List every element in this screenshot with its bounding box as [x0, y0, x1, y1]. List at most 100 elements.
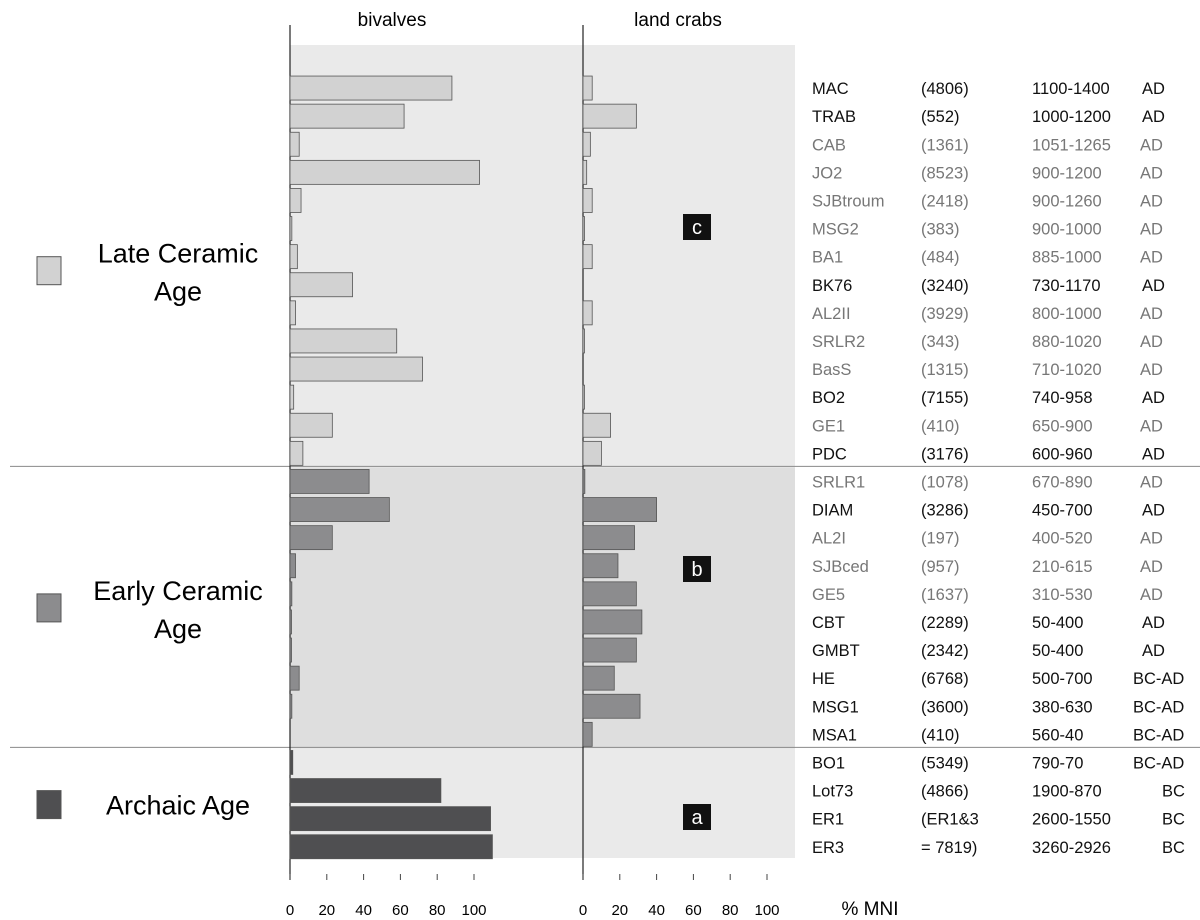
site-era: AD: [1142, 614, 1165, 632]
site-era: AD: [1142, 277, 1165, 295]
site-mni: (1315): [921, 361, 969, 379]
site-mni: (4806): [921, 80, 969, 98]
bar-bivalves-er1: [289, 806, 491, 832]
site-era: AD: [1140, 361, 1163, 379]
site-era: AD: [1140, 558, 1163, 576]
age-legend: Late Ceramic Age c Early Ceramic Age b Archaic…: [36, 214, 711, 830]
x-tick-label: 40: [648, 902, 665, 919]
site-name: AL2II: [812, 305, 851, 323]
site-mni: (ER1&3: [921, 811, 979, 829]
site-era: AD: [1140, 333, 1163, 351]
bar-bivalves-lot73: [289, 778, 442, 803]
legend-swatch: [36, 790, 62, 820]
bar-bivalves-cab: [289, 131, 300, 157]
site-date: 500-700: [1032, 670, 1093, 688]
bar-land-crabs-cbt: [582, 609, 643, 635]
site-date: 1100-1400: [1032, 80, 1110, 98]
site-name: BasS: [812, 361, 851, 379]
site-date: 1000-1200: [1032, 108, 1111, 126]
bar-land-crabs-bo2: [582, 384, 585, 410]
site-mni: (552): [921, 108, 960, 126]
bar-bivalves-ge5: [289, 581, 293, 607]
site-mni: (1361): [921, 136, 969, 154]
x-tick-label: 0: [286, 902, 294, 919]
site-mni: (957): [921, 558, 960, 576]
site-mni: (484): [921, 249, 960, 267]
age-label: Age: [154, 277, 202, 307]
site-name: GMBT: [812, 642, 860, 660]
site-date: 50-400: [1032, 614, 1083, 632]
site-name: SRLR2: [812, 333, 865, 351]
site-name: GE1: [812, 417, 845, 435]
bar-land-crabs-ba1: [582, 244, 593, 270]
site-date: 670-890: [1032, 473, 1093, 491]
site-era: AD: [1140, 530, 1163, 548]
bar-land-crabs-msg1: [582, 693, 641, 719]
bar-land-crabs-msg2: [582, 216, 585, 241]
bar-land-crabs-srlr2: [582, 328, 585, 354]
x-tick-label: 100: [754, 902, 779, 919]
age-label: Archaic Age: [106, 791, 250, 821]
bar-bivalves-diam: [289, 497, 390, 522]
axes: bivalves land crabs % MNI 0 20 40 60 80 100 0 2…: [286, 10, 899, 920]
site-date: 400-520: [1032, 530, 1093, 548]
site-name: MSG1: [812, 698, 859, 716]
legend-swatch: [36, 256, 62, 286]
site-name: BO1: [812, 754, 845, 772]
bar-bivalves-sjbced: [289, 553, 296, 579]
site-era: BC: [1162, 783, 1185, 801]
site-date: 790-70: [1032, 754, 1083, 772]
bar-land-crabs-ge5: [582, 581, 637, 607]
x-tick-label: 20: [611, 902, 628, 919]
site-era: AD: [1142, 445, 1165, 463]
site-mni: (5349): [921, 754, 969, 772]
site-date: 2600-1550: [1032, 811, 1111, 829]
site-mni: (410): [921, 417, 960, 435]
bar-bivalves-sjbtroum: [289, 188, 302, 213]
bar-bivalves-jo2: [289, 159, 480, 185]
x-axis-label: % MNI: [842, 899, 899, 920]
site-mni: (8523): [921, 164, 969, 182]
x-tick-label: 40: [355, 902, 372, 919]
site-name: PDC: [812, 445, 847, 463]
site-era: BC: [1162, 811, 1185, 829]
shaded-backgrounds: [10, 45, 1200, 858]
bar-land-crabs-sjbced: [582, 553, 619, 579]
site-name: MAC: [812, 80, 849, 98]
site-date: 900-1200: [1032, 164, 1102, 182]
site-date: 885-1000: [1032, 249, 1102, 267]
zone-letter-a: a: [691, 807, 703, 829]
site-date: 900-1260: [1032, 192, 1102, 210]
site-name: ER3: [812, 839, 844, 857]
site-era: BC-AD: [1133, 670, 1184, 688]
bar-bivalves-msg2: [289, 216, 293, 241]
site-mni: (3929): [921, 305, 969, 323]
legend-swatch: [36, 593, 62, 623]
bar-land-crabs-al2ii: [582, 300, 593, 326]
zone-marker-a: [683, 804, 711, 830]
bar-land-crabs-he: [582, 665, 615, 691]
site-date: 380-630: [1032, 698, 1093, 716]
bar-bivalves-pdc: [289, 440, 304, 466]
bar-bivalves-al2i: [289, 525, 333, 551]
site-date: 50-400: [1032, 642, 1083, 660]
site-era: AD: [1140, 473, 1163, 491]
age-label: Age: [154, 614, 202, 644]
bar-land-crabs-gmbt: [582, 637, 637, 663]
zone-letter-c: c: [692, 217, 702, 239]
age-label: Late Ceramic: [98, 239, 259, 269]
site-name: MSA1: [812, 726, 857, 744]
x-tick-label: 20: [318, 902, 335, 919]
bar-land-crabs-jo2: [582, 159, 588, 185]
bar-bivalves-srlr1: [289, 469, 370, 494]
bar-bivalves-srlr2: [289, 328, 398, 354]
site-mni: (3240): [921, 277, 969, 295]
site-mni: (410): [921, 726, 960, 744]
site-era: BC: [1162, 839, 1185, 857]
site-era: AD: [1140, 221, 1163, 239]
bar-bivalves-bk76: [289, 272, 353, 298]
x-tick-label: 100: [461, 902, 486, 919]
x-tick-label: 60: [685, 902, 702, 919]
site-name: JO2: [812, 164, 842, 182]
site-mni: (3286): [921, 502, 969, 520]
